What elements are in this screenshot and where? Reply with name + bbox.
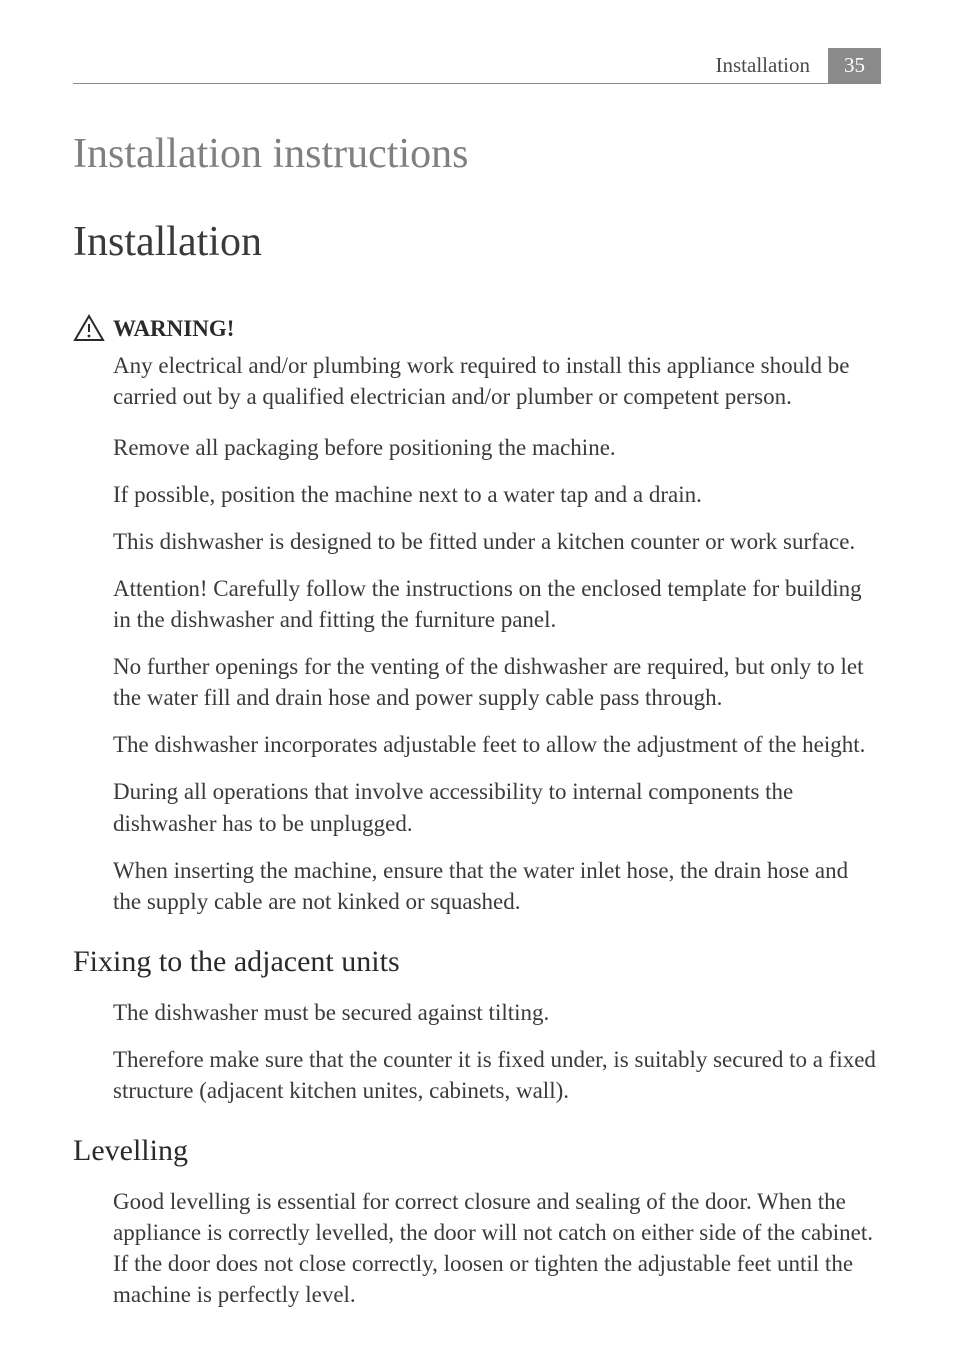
paragraph-8: When inserting the machine, ensure that … [113, 855, 881, 917]
paragraph-1: Remove all packaging before positioning … [113, 432, 881, 463]
page-content: Installation instructions Installation W… [73, 130, 881, 1326]
header-divider [73, 83, 881, 84]
paragraph-5: No further openings for the venting of t… [113, 651, 881, 713]
page-number: 35 [828, 48, 881, 83]
paragraph-4: Attention! Carefully follow the instruct… [113, 573, 881, 635]
paragraph-7: During all operations that involve acces… [113, 776, 881, 838]
paragraph-6: The dishwasher incorporates adjustable f… [113, 729, 881, 760]
warning-text: Any electrical and/or plumbing work requ… [113, 350, 881, 412]
main-title: Installation instructions [73, 130, 881, 178]
subsection-levelling-title: Levelling [73, 1134, 881, 1168]
page-header: Installation 35 [716, 48, 881, 83]
levelling-paragraph-1: Good levelling is essential for correct … [113, 1186, 881, 1310]
paragraph-2: If possible, position the machine next t… [113, 479, 881, 510]
fixing-paragraph-1: The dishwasher must be secured against t… [113, 997, 881, 1028]
paragraph-3: This dishwasher is designed to be fitted… [113, 526, 881, 557]
section-title: Installation [73, 218, 881, 266]
warning-heading-row: WARNING! [73, 316, 881, 342]
header-section-label: Installation [716, 53, 810, 78]
warning-label: WARNING! [113, 316, 234, 342]
fixing-paragraph-2: Therefore make sure that the counter it … [113, 1044, 881, 1106]
warning-triangle-icon [73, 314, 105, 342]
subsection-fixing-title: Fixing to the adjacent units [73, 945, 881, 979]
